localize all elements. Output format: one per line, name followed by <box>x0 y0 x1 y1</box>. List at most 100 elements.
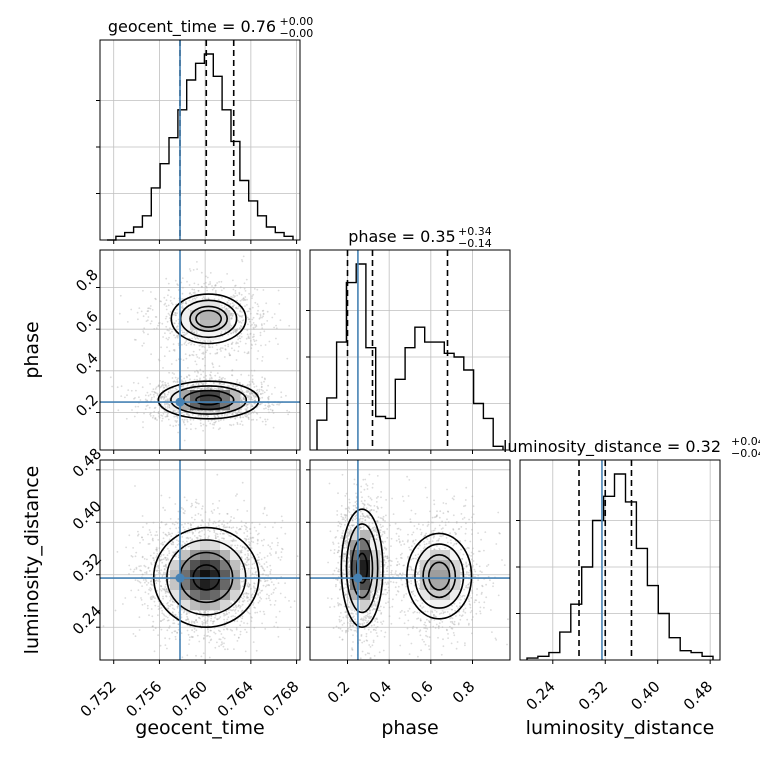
scatter-point <box>215 522 217 524</box>
scatter-point <box>261 389 263 391</box>
scatter-point <box>255 530 257 532</box>
scatter-point <box>241 581 243 583</box>
scatter-point <box>257 310 259 312</box>
scatter-point <box>189 268 191 270</box>
scatter-point <box>238 601 240 603</box>
scatter-point <box>209 341 211 343</box>
scatter-point <box>255 572 257 574</box>
scatter-point <box>135 555 137 557</box>
scatter-point <box>230 332 232 334</box>
scatter-point <box>157 394 159 396</box>
scatter-point <box>243 596 245 598</box>
scatter-point <box>251 295 253 297</box>
scatter-point <box>159 527 161 529</box>
scatter-point <box>142 421 144 423</box>
scatter-point <box>186 616 188 618</box>
scatter-point <box>150 531 152 533</box>
scatter-point <box>152 539 154 541</box>
scatter-point <box>172 372 174 374</box>
scatter-point <box>127 389 129 391</box>
scatter-point <box>191 338 193 340</box>
scatter-point <box>147 310 149 312</box>
scatter-point <box>147 333 149 335</box>
scatter-point <box>147 377 149 379</box>
scatter-point <box>146 523 148 525</box>
scatter-point <box>265 424 267 426</box>
scatter-point <box>166 386 168 388</box>
scatter-point <box>208 642 210 644</box>
scatter-point <box>146 559 148 561</box>
scatter-point <box>244 629 246 631</box>
scatter-point <box>153 629 155 631</box>
scatter-point <box>273 592 275 594</box>
scatter-point <box>230 629 232 631</box>
scatter-point <box>181 307 183 309</box>
scatter-point <box>156 531 158 533</box>
scatter-point <box>237 342 239 344</box>
scatter-point <box>142 526 144 528</box>
scatter-point <box>249 381 251 383</box>
scatter-point <box>254 400 256 402</box>
scatter-point <box>140 570 142 572</box>
scatter-point <box>239 423 241 425</box>
scatter-point <box>186 281 188 283</box>
scatter-point <box>268 597 270 599</box>
scatter-point <box>168 399 170 401</box>
scatter-point <box>135 406 137 408</box>
scatter-point <box>244 288 246 290</box>
scatter-point <box>265 580 267 582</box>
scatter-point <box>249 321 251 323</box>
scatter-point <box>151 391 153 393</box>
scatter-point <box>218 387 220 389</box>
scatter-point <box>196 330 198 332</box>
scatter-point <box>167 329 169 331</box>
scatter-point <box>212 623 214 625</box>
scatter-point <box>103 625 105 627</box>
scatter-point <box>149 570 151 572</box>
scatter-point <box>151 598 153 600</box>
scatter-point <box>163 532 165 534</box>
scatter-point <box>273 626 275 628</box>
scatter-point <box>235 612 237 614</box>
scatter-point <box>197 635 199 637</box>
scatter-point <box>224 527 226 529</box>
scatter-point <box>166 648 168 650</box>
scatter-point <box>177 623 179 625</box>
scatter-point <box>125 547 127 549</box>
scatter-point <box>167 548 169 550</box>
scatter-point <box>147 405 149 407</box>
scatter-point <box>232 342 234 344</box>
scatter-point <box>209 657 211 659</box>
scatter-point <box>249 308 251 310</box>
scatter-point <box>256 612 258 614</box>
scatter-point <box>194 291 196 293</box>
scatter-point <box>151 320 153 322</box>
scatter-point <box>184 513 186 515</box>
scatter-point <box>163 588 165 590</box>
scatter-point <box>258 533 260 535</box>
scatter-point <box>203 411 205 413</box>
scatter-point <box>240 417 242 419</box>
scatter-point <box>230 520 232 522</box>
scatter-point <box>262 310 264 312</box>
scatter-point <box>247 612 249 614</box>
scatter-point <box>200 422 202 424</box>
scatter-point <box>237 336 239 338</box>
scatter-point <box>191 636 193 638</box>
scatter-point <box>233 606 235 608</box>
scatter-point <box>172 377 174 379</box>
scatter-point <box>261 558 263 560</box>
scatter-point <box>137 580 139 582</box>
scatter-point <box>195 428 197 430</box>
scatter-point <box>241 610 243 612</box>
scatter-point <box>200 425 202 427</box>
scatter-point <box>166 338 168 340</box>
scatter-point <box>228 353 230 355</box>
scatter-point <box>200 536 202 538</box>
scatter-point <box>234 350 236 352</box>
scatter-point <box>157 325 159 327</box>
scatter-point <box>250 313 252 315</box>
scatter-point <box>137 531 139 533</box>
scatter-point <box>202 371 204 373</box>
scatter-point <box>162 596 164 598</box>
